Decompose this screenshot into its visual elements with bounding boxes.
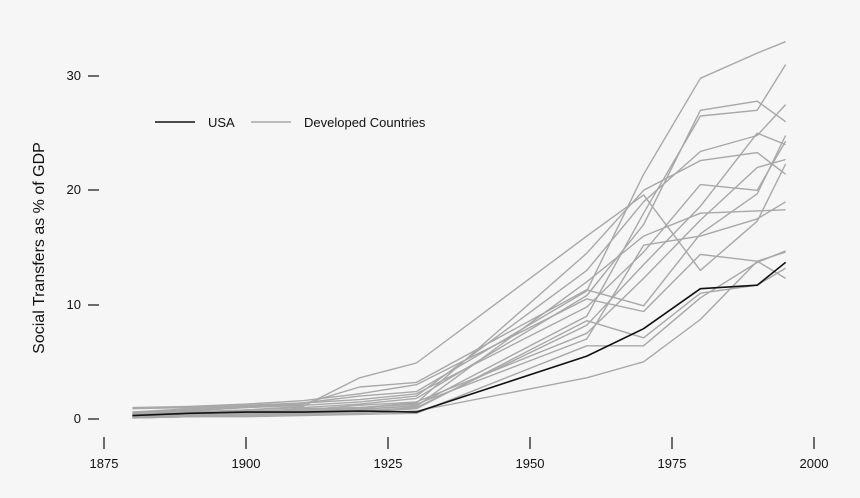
x-tick-label: 1975 — [658, 456, 687, 471]
x-tick-label: 2000 — [800, 456, 829, 471]
series-line-developed-10 — [132, 135, 787, 413]
series-line-developed-9 — [132, 209, 786, 418]
series-line-developed-13 — [132, 163, 787, 414]
series-line-usa — [132, 261, 787, 417]
series-line-developed-15 — [132, 267, 786, 418]
x-tick-label: 1950 — [516, 456, 545, 471]
y-axis: 0 10 20 30 Social Transfers as % of GDP — [31, 68, 99, 426]
y-tick-label: 30 — [67, 68, 81, 83]
legend-label-usa: USA — [208, 115, 235, 130]
legend-label-developed: Developed Countries — [304, 115, 426, 130]
series-line-developed-16 — [132, 260, 786, 419]
legend: USA Developed Countries — [155, 115, 426, 130]
series-line-developed-1 — [132, 41, 786, 413]
y-tick-label: 10 — [67, 297, 81, 312]
series-line-developed-14 — [132, 250, 786, 419]
y-axis-title: Social Transfers as % of GDP — [31, 142, 48, 354]
x-tick-label: 1900 — [232, 456, 261, 471]
series-layer — [132, 41, 787, 419]
x-tick-label: 1925 — [374, 456, 403, 471]
x-tick-label: 1875 — [90, 456, 119, 471]
series-line-developed-12 — [132, 251, 786, 409]
y-tick-label: 20 — [67, 182, 81, 197]
x-axis: 1875 1900 1925 1950 1975 2000 — [90, 437, 829, 471]
series-line-developed-6 — [132, 140, 787, 410]
y-tick-label: 0 — [74, 411, 81, 426]
